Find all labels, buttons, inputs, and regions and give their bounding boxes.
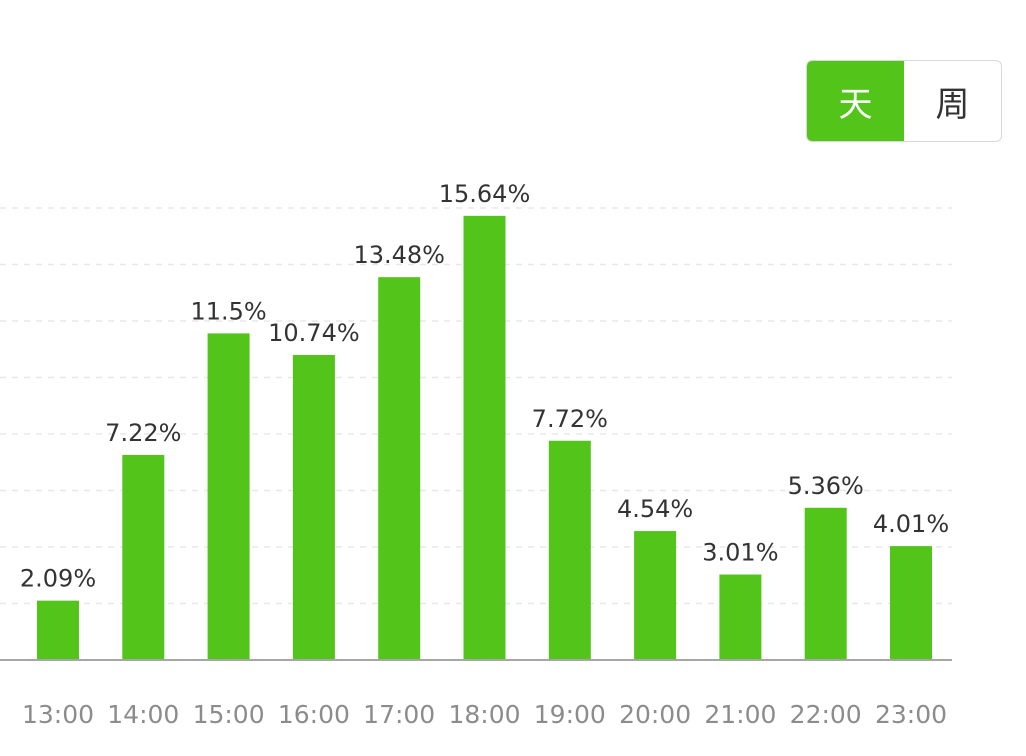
value-label: 4.01%: [873, 510, 949, 538]
chart-value-labels: 2.09% 7.22% 11.5%10.74% 13.48% 15.64% 7.72% 4.…: [20, 180, 949, 593]
x-tick-label: 22:00: [790, 700, 862, 729]
bar-1400: [122, 454, 165, 660]
x-tick-label: 15:00: [193, 700, 265, 729]
x-tick-label: 20:00: [619, 700, 691, 729]
value-label: 2.09%: [20, 565, 96, 593]
bar-1500: [207, 333, 250, 660]
value-label: 4.54%: [617, 495, 693, 523]
bar-1800: [463, 215, 506, 660]
bar-1600: [292, 354, 335, 660]
week-toggle-button[interactable]: 周: [935, 84, 970, 125]
value-label: 7.22%: [105, 419, 181, 447]
value-label: 10.74%: [268, 319, 360, 347]
x-tick-label: 13:00: [22, 700, 94, 729]
bar-1700: [378, 277, 421, 660]
bar-1900: [548, 440, 591, 660]
chart-bars: [37, 215, 932, 660]
bar-2200: [804, 507, 847, 660]
x-tick-label: 19:00: [534, 700, 606, 729]
bar-2300: [890, 546, 932, 660]
x-tick-label: 14:00: [107, 700, 179, 729]
bar-1300: [37, 600, 79, 660]
bar-2100: [719, 574, 762, 660]
value-label: 11.5%: [190, 297, 266, 325]
x-axis-ticks: 13:00 14:00 15:00 16:00 17:00 18:00 19:00 20:00…: [22, 700, 947, 729]
value-label: 15.64%: [439, 180, 531, 208]
x-tick-label: 16:00: [278, 700, 350, 729]
value-label: 3.01%: [702, 539, 778, 567]
value-label: 13.48%: [353, 241, 445, 269]
x-tick-label: 18:00: [448, 700, 520, 729]
x-tick-label: 21:00: [704, 700, 776, 729]
value-label: 7.72%: [532, 405, 608, 433]
value-label: 5.36%: [788, 472, 864, 500]
day-toggle-button[interactable]: 天: [807, 61, 904, 141]
x-tick-label: 23:00: [875, 700, 947, 729]
x-tick-label: 17:00: [363, 700, 435, 729]
bar-2000: [634, 531, 677, 660]
period-toggle: 天 周: [806, 60, 1002, 142]
